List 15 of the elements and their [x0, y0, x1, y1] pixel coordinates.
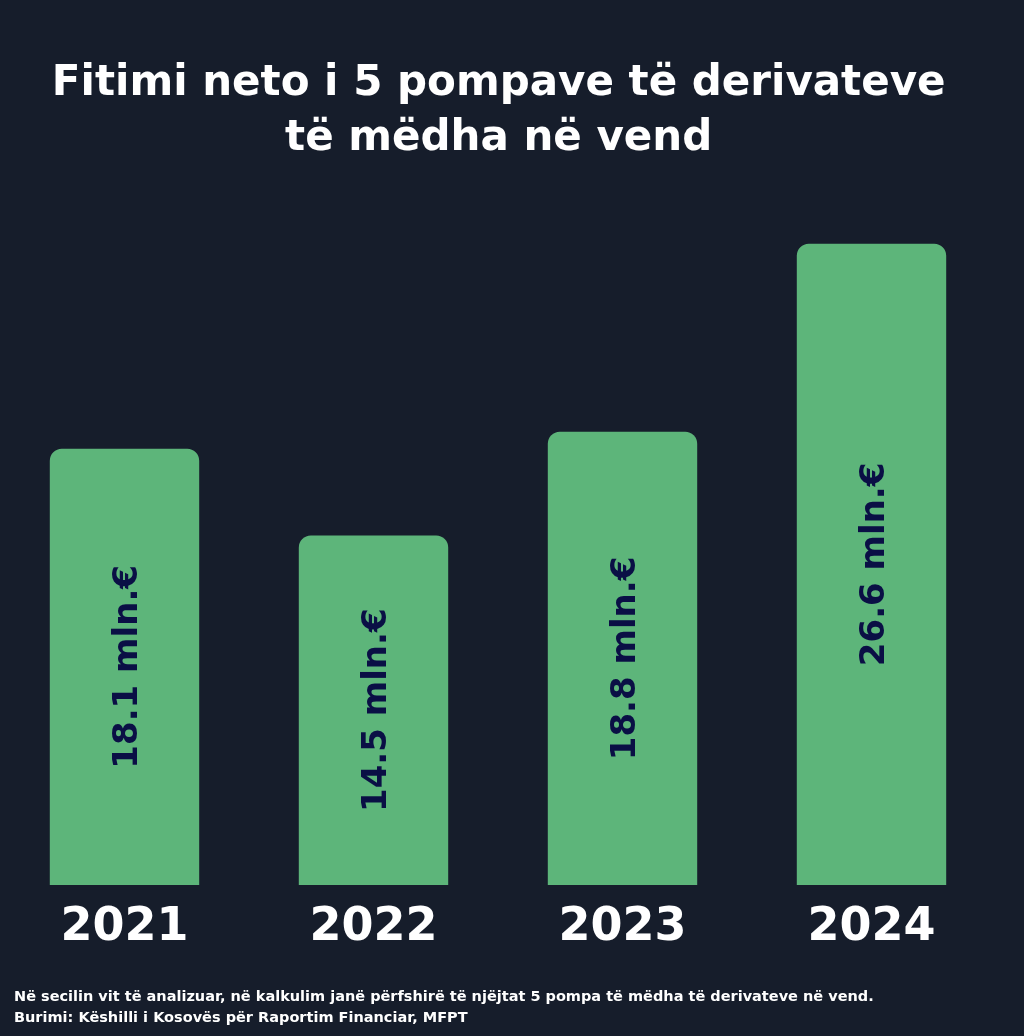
data-label: 26.6 mln.€: [851, 462, 892, 667]
bar: [796, 243, 947, 885]
bar: [49, 448, 200, 885]
data-label: 18.1 mln.€: [104, 565, 145, 769]
data-label: 18.8 mln.€: [602, 556, 643, 761]
text: Në secilin vit të analizuar, në kalkulim janë përfshirë të njëjtat 5 pompa të mëdha të derivateve në vend.: [14, 988, 874, 1004]
x-tick-label: 2023: [558, 897, 687, 951]
data-label: 14.5 mln.€: [353, 608, 394, 813]
x-tick-label: 2024: [807, 897, 936, 951]
bar: [298, 535, 449, 885]
chart-title: Fitimi neto i 5 pompave të derivateve të mëdha në vend: [51, 56, 946, 160]
bar: [547, 431, 698, 885]
x-tick-label: 2022: [309, 897, 438, 951]
text: Burimi: Këshilli i Kosovës për Raportim Financiar, MFPT: [14, 1009, 468, 1025]
x-tick-label: 2021: [60, 897, 189, 951]
